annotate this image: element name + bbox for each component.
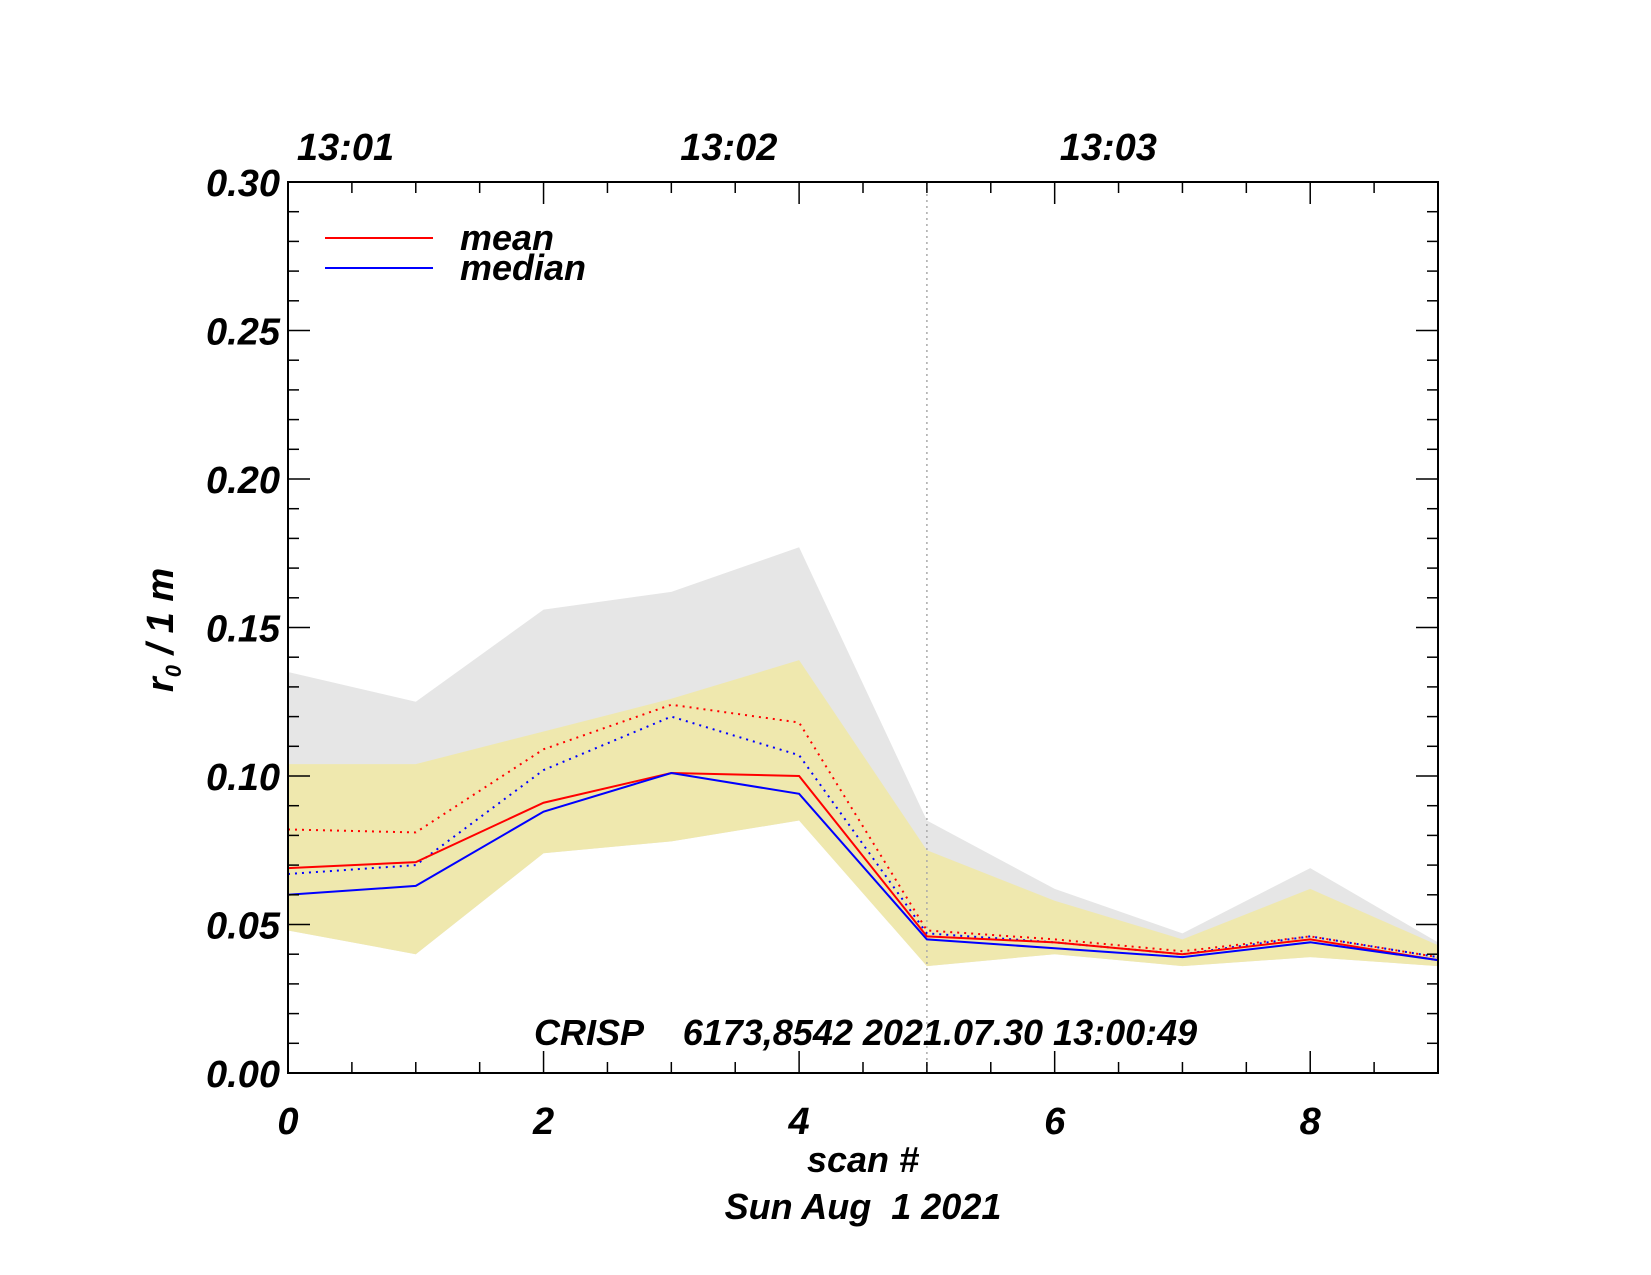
x-tick-label: 8 <box>1300 1101 1322 1143</box>
series-line-mean-dotted <box>287 703 1439 959</box>
series-line-median-dotted <box>287 715 1439 959</box>
top-axis-label: 13:02 <box>680 127 777 169</box>
legend-label-mean: mean <box>460 217 554 258</box>
legend-label-median: median <box>460 247 586 288</box>
x-tick-label: 2 <box>532 1101 554 1143</box>
y-tick-label: 0.15 <box>206 609 281 651</box>
y-tick-label: 0.20 <box>206 460 280 502</box>
y-tick-label: 0.10 <box>206 757 280 799</box>
date-label: Sun Aug 1 2021 <box>725 1186 1002 1227</box>
y-tick-label: 0.00 <box>206 1054 280 1096</box>
y-tick-label: 0.30 <box>206 163 280 205</box>
tick-labels: 0.00 0.05 0.10 0.15 0.20 0.25 0.30 0 2 4 6 8 13:01 13… <box>206 127 1322 1143</box>
plot-frame <box>287 181 1439 1074</box>
x-tick-label: 4 <box>788 1101 810 1143</box>
x-axis-label: scan # <box>807 1139 919 1180</box>
x-tick-label: 0 <box>277 1101 298 1143</box>
annotation-text: CRISP 6173,8542 2021.07.30 13:00:49 <box>534 1012 1197 1053</box>
yellow-band <box>288 660 1438 967</box>
series-line-median <box>287 772 1439 962</box>
y-tick-label: 0.05 <box>206 906 281 948</box>
series-line-mean <box>287 772 1439 962</box>
confidence-bands <box>288 547 1438 967</box>
top-axis-label: 13:03 <box>1060 127 1157 169</box>
y-axis-label-rest: / 1 m <box>140 568 182 665</box>
top-axis-label: 13:01 <box>297 127 394 169</box>
series-lines <box>287 703 1439 962</box>
svg-text:r0 / 1 m: r0 / 1 m <box>140 568 186 692</box>
axis-ticks <box>287 181 1439 1074</box>
y-axis-label-sub: 0 <box>161 664 186 677</box>
y-axis-label: r0 / 1 m <box>140 568 186 692</box>
y-axis-label-main: r <box>140 675 182 692</box>
y-tick-label: 0.25 <box>206 312 281 354</box>
x-tick-label: 6 <box>1044 1101 1066 1143</box>
